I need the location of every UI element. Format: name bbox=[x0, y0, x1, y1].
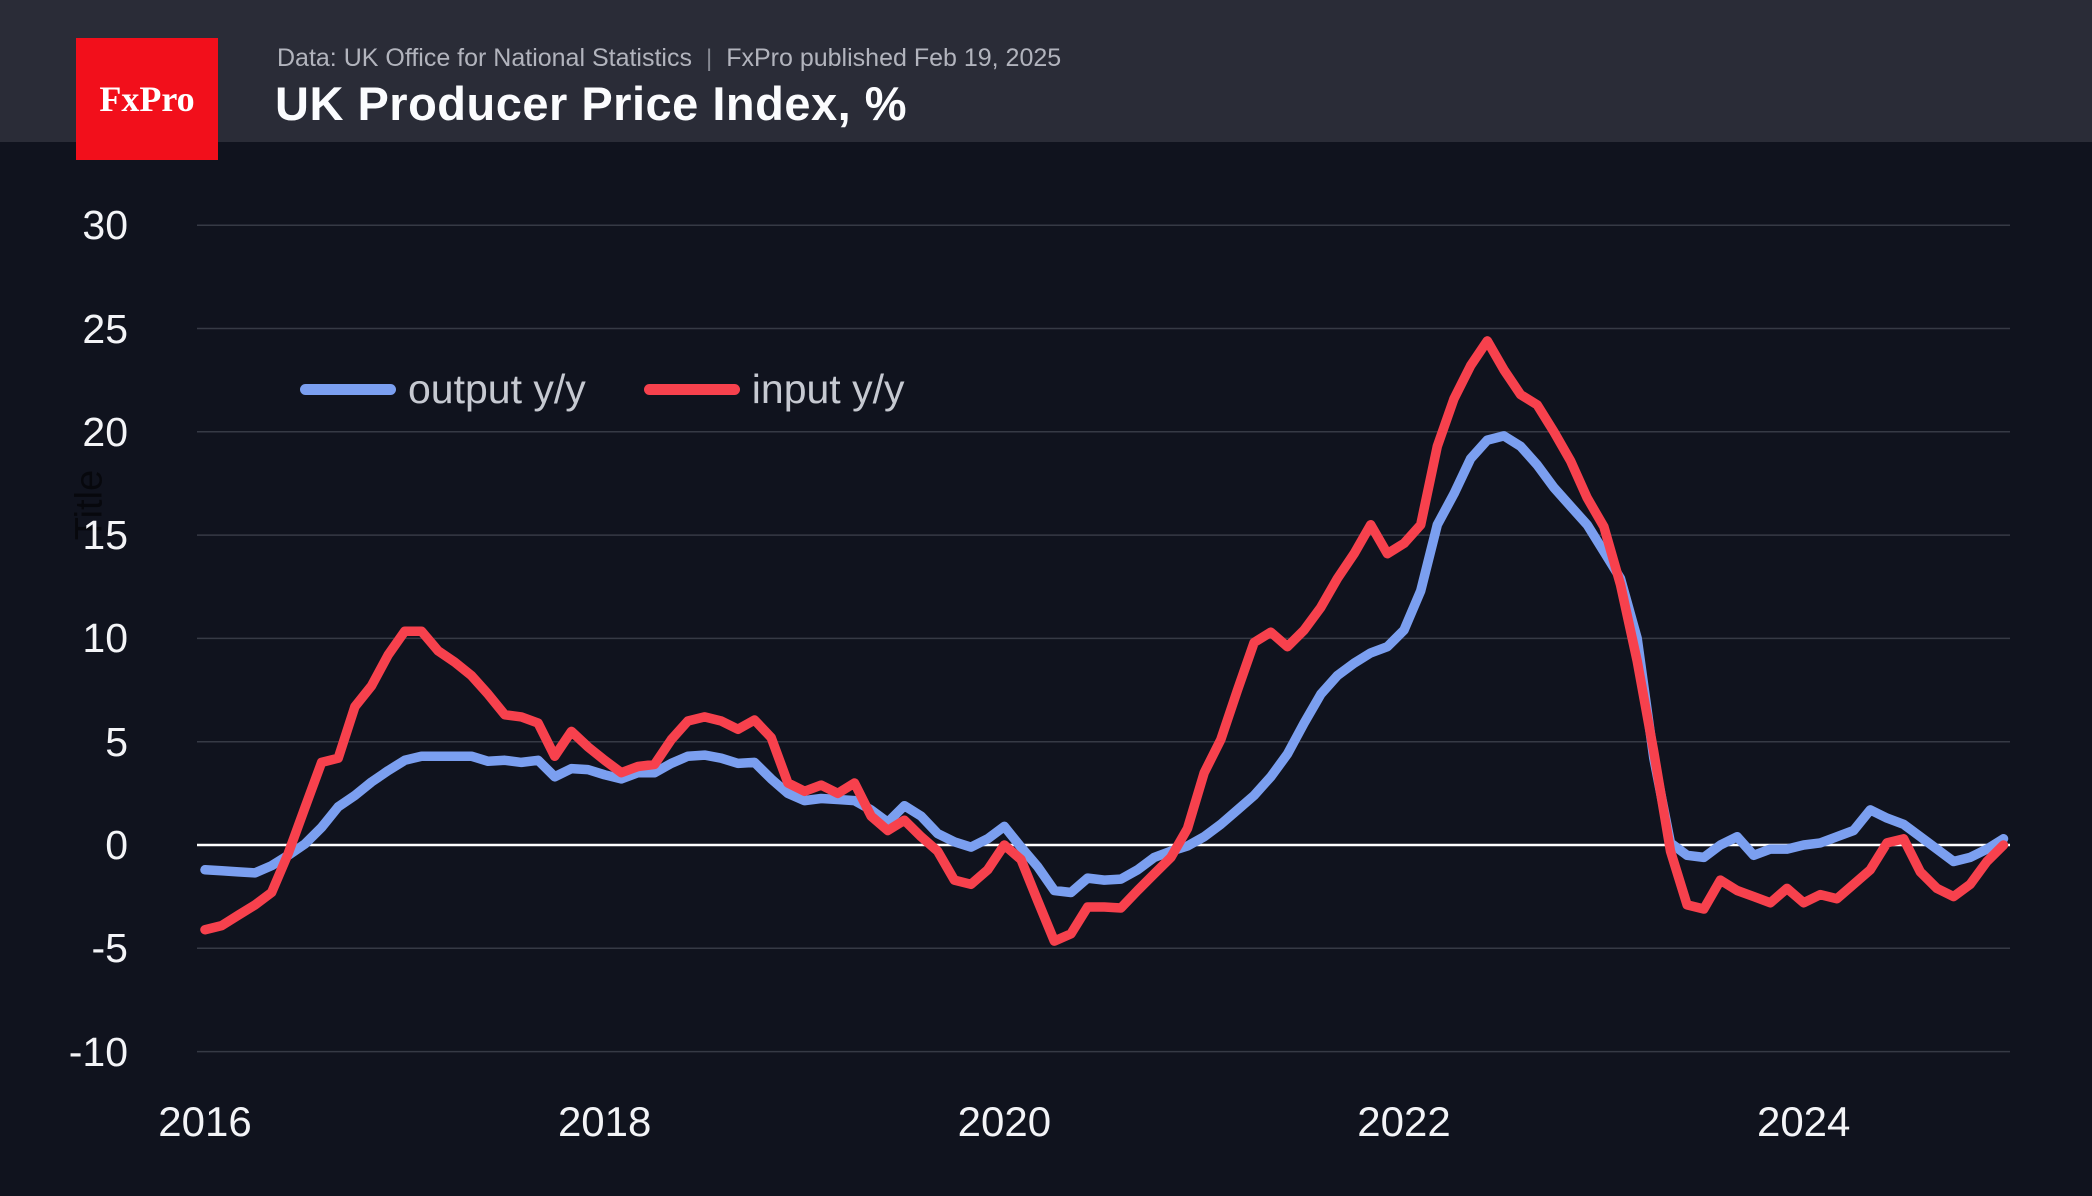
legend-label: input y/y bbox=[751, 366, 905, 412]
y-tick-label: -10 bbox=[68, 1028, 128, 1075]
fxpro-logo: FxPro bbox=[76, 38, 218, 160]
y-tick-label: 20 bbox=[82, 408, 128, 455]
x-tick-label: 2016 bbox=[158, 1098, 252, 1145]
subtitle-source: Data: UK Office for National Statistics bbox=[277, 44, 692, 72]
chart-subtitle: Data: UK Office for National Statistics |… bbox=[277, 44, 1061, 73]
legend-swatch-icon bbox=[643, 384, 740, 395]
legend-item-output: output y/y bbox=[300, 366, 586, 413]
x-tick-label: 2020 bbox=[957, 1098, 1052, 1145]
x-tick-label: 2022 bbox=[1357, 1098, 1451, 1145]
legend-swatch-icon bbox=[300, 384, 396, 395]
y-tick-label: 10 bbox=[82, 615, 128, 662]
fxpro-logo-text: FxPro bbox=[99, 79, 195, 119]
page-title: UK Producer Price Index, % bbox=[275, 77, 908, 130]
y-tick-label: 25 bbox=[82, 305, 128, 352]
chart-legend: output y/y input y/y bbox=[300, 366, 904, 413]
y-tick-label: -5 bbox=[91, 925, 128, 972]
subtitle-published: FxPro published Feb 19, 2025 bbox=[726, 44, 1062, 72]
legend-item-input: input y/y bbox=[643, 366, 905, 413]
y-tick-label: 15 bbox=[82, 512, 128, 559]
output-line bbox=[200, 431, 2009, 898]
y-tick-label: 0 bbox=[105, 822, 128, 868]
subtitle-divider: | bbox=[705, 45, 713, 72]
x-tick-label: 2018 bbox=[557, 1098, 652, 1145]
y-tick-label: 30 bbox=[82, 202, 128, 249]
input-line bbox=[200, 336, 2009, 946]
header-bar: FxPro Data: UK Office for National Stati… bbox=[0, 0, 2092, 160]
x-tick-label: 2024 bbox=[1756, 1098, 1851, 1145]
legend-label: output y/y bbox=[408, 366, 586, 412]
y-tick-label: 5 bbox=[105, 718, 128, 765]
